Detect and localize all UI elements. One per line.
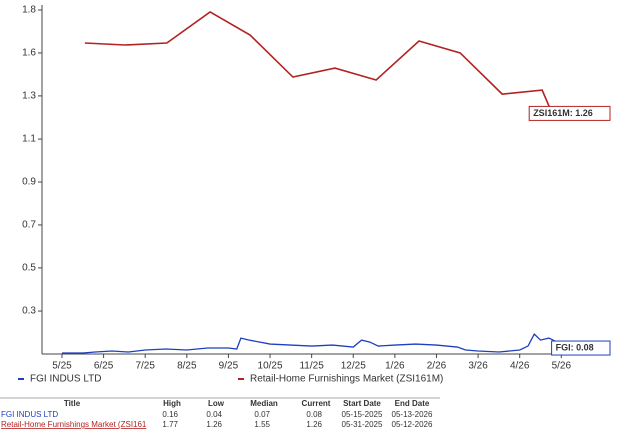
x-tick-label: 11/25 bbox=[299, 361, 324, 372]
table-header: High bbox=[163, 399, 181, 408]
table-cell: 1.26 bbox=[206, 420, 222, 429]
table-cell: 05-31-2025 bbox=[342, 420, 383, 429]
table-cell: 0.08 bbox=[306, 410, 322, 419]
end-label: ZSI161M: 1.26 bbox=[533, 108, 593, 118]
end-label: FGI: 0.08 bbox=[556, 342, 594, 352]
x-tick-label: 10/25 bbox=[258, 361, 283, 372]
y-tick-label: 1.6 bbox=[22, 48, 36, 59]
table-header: Low bbox=[208, 399, 225, 408]
y-tick-label: 0.3 bbox=[22, 306, 36, 317]
table-header: Start Date bbox=[343, 399, 381, 408]
x-tick-label: 5/26 bbox=[552, 361, 572, 372]
table-cell: 0.07 bbox=[254, 410, 270, 419]
table-cell: 0.04 bbox=[206, 410, 222, 419]
table-cell: 0.16 bbox=[162, 410, 178, 419]
x-tick-label: 6/25 bbox=[94, 361, 114, 372]
table-cell: Retail-Home Furnishings Market (ZSI161 bbox=[1, 420, 147, 429]
x-tick-label: 1/26 bbox=[385, 361, 405, 372]
x-tick-label: 2/26 bbox=[427, 361, 447, 372]
y-tick-label: 1.1 bbox=[22, 134, 36, 145]
table-cell: 1.77 bbox=[162, 420, 178, 429]
x-tick-label: 5/25 bbox=[52, 361, 72, 372]
table-cell: 05-13-2026 bbox=[392, 410, 433, 419]
x-tick-label: 4/26 bbox=[510, 361, 530, 372]
x-tick-label: 8/25 bbox=[177, 361, 197, 372]
table-header: Current bbox=[302, 399, 331, 408]
table-header: End Date bbox=[395, 399, 430, 408]
y-tick-label: 1.8 bbox=[22, 5, 36, 16]
series-line bbox=[84, 11, 553, 114]
legend-label: Retail-Home Furnishings Market (ZSI161M) bbox=[250, 374, 443, 385]
table-cell: 05-15-2025 bbox=[342, 410, 383, 419]
x-tick-label: 9/25 bbox=[219, 361, 239, 372]
x-tick-label: 7/25 bbox=[135, 361, 155, 372]
table-header: Title bbox=[64, 399, 81, 408]
x-tick-label: 3/26 bbox=[468, 361, 488, 372]
end-label-box bbox=[528, 105, 611, 121]
y-tick-label: 0.7 bbox=[22, 220, 36, 231]
end-label-box bbox=[551, 340, 611, 356]
table-cell: FGI INDUS LTD bbox=[1, 410, 58, 419]
y-tick-label: 0.5 bbox=[22, 263, 36, 274]
series-line bbox=[61, 333, 574, 354]
table-cell: 1.55 bbox=[254, 420, 270, 429]
x-tick-label: 12/25 bbox=[341, 361, 366, 372]
legend-label: FGI INDUS LTD bbox=[30, 374, 101, 385]
table-header: Median bbox=[250, 399, 278, 408]
y-tick-label: 0.9 bbox=[22, 177, 36, 188]
y-tick-label: 1.3 bbox=[22, 91, 36, 102]
table-cell: 1.26 bbox=[306, 420, 322, 429]
table-cell: 05-12-2026 bbox=[392, 420, 433, 429]
